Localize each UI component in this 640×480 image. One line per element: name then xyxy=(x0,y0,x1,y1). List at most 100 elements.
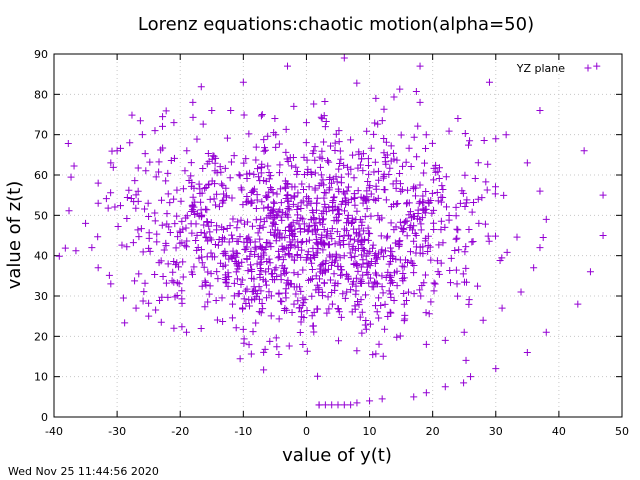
data-point xyxy=(169,268,177,276)
data-point xyxy=(202,279,210,287)
data-point xyxy=(435,175,443,183)
data-point xyxy=(266,337,274,345)
data-point xyxy=(328,300,336,308)
data-point xyxy=(146,158,154,166)
data-point xyxy=(207,249,215,257)
data-point xyxy=(363,127,371,135)
data-point xyxy=(253,290,261,298)
data-point xyxy=(193,231,201,239)
data-point xyxy=(359,271,367,279)
data-point xyxy=(256,273,264,281)
data-point xyxy=(187,220,195,228)
data-point xyxy=(386,164,394,172)
data-point xyxy=(204,150,212,158)
data-point xyxy=(479,316,487,324)
data-point xyxy=(372,94,380,102)
data-point xyxy=(339,236,347,244)
data-point xyxy=(288,253,296,261)
data-point xyxy=(359,150,367,158)
data-point xyxy=(313,199,321,207)
data-point xyxy=(352,290,360,298)
data-point xyxy=(288,162,296,170)
data-point xyxy=(258,111,266,118)
data-point xyxy=(174,233,182,241)
data-point xyxy=(193,135,201,143)
data-point xyxy=(392,200,400,208)
data-point xyxy=(370,278,378,286)
data-point xyxy=(225,238,233,246)
data-point xyxy=(65,207,73,215)
data-point xyxy=(399,269,407,277)
data-point xyxy=(139,297,147,305)
y-tick-label: 60 xyxy=(34,169,48,182)
data-point xyxy=(329,207,337,215)
data-point xyxy=(275,247,283,255)
data-point xyxy=(384,313,392,321)
y-tick-label: 70 xyxy=(34,129,48,142)
data-points xyxy=(55,54,607,409)
data-point xyxy=(460,278,468,286)
data-point xyxy=(276,185,284,193)
data-point xyxy=(303,156,311,164)
data-point xyxy=(269,189,277,197)
data-point xyxy=(114,222,122,230)
data-point xyxy=(262,192,270,200)
y-tick-label: 90 xyxy=(34,48,48,61)
data-point xyxy=(411,192,419,200)
data-point xyxy=(270,199,278,207)
data-point xyxy=(492,183,500,191)
x-tick-label: -10 xyxy=(234,425,252,438)
data-point xyxy=(465,141,473,149)
data-point xyxy=(256,242,264,250)
data-point xyxy=(245,341,253,349)
data-point xyxy=(474,282,482,290)
data-point xyxy=(223,225,231,233)
data-point xyxy=(387,290,395,298)
data-point xyxy=(343,219,351,227)
data-point xyxy=(398,186,406,194)
plot-frame xyxy=(53,53,623,418)
data-point xyxy=(132,204,140,212)
data-point xyxy=(197,83,205,91)
data-point xyxy=(284,197,292,205)
data-point xyxy=(260,348,268,356)
data-point xyxy=(308,312,316,320)
data-point xyxy=(323,309,331,317)
data-point xyxy=(374,212,382,220)
data-point xyxy=(381,325,389,333)
data-point xyxy=(258,244,266,252)
data-point xyxy=(498,304,506,312)
data-point xyxy=(257,309,265,317)
data-point xyxy=(367,144,375,152)
data-point xyxy=(238,258,246,266)
data-point xyxy=(356,313,364,321)
data-point xyxy=(178,323,186,331)
data-point xyxy=(277,276,285,284)
data-point xyxy=(260,218,268,226)
data-point xyxy=(287,227,295,235)
data-point xyxy=(264,132,272,140)
data-point xyxy=(350,236,358,244)
data-point xyxy=(325,204,333,212)
data-point xyxy=(416,98,424,106)
data-point xyxy=(346,249,354,257)
data-point xyxy=(198,253,206,261)
data-point xyxy=(254,165,262,173)
data-point xyxy=(394,200,402,208)
data-point xyxy=(362,317,370,325)
data-point xyxy=(251,295,259,303)
data-point xyxy=(355,150,363,158)
data-point xyxy=(208,106,216,114)
data-point xyxy=(175,280,183,288)
data-point xyxy=(238,305,246,313)
legend: YZ plane xyxy=(516,62,592,75)
data-point xyxy=(155,158,163,166)
data-point xyxy=(156,297,164,305)
y-tick-label: 20 xyxy=(34,330,48,343)
data-point xyxy=(471,175,479,183)
data-point xyxy=(310,100,318,108)
data-point xyxy=(275,315,283,323)
data-point xyxy=(378,272,386,280)
data-point xyxy=(353,79,361,87)
data-point xyxy=(359,199,367,207)
